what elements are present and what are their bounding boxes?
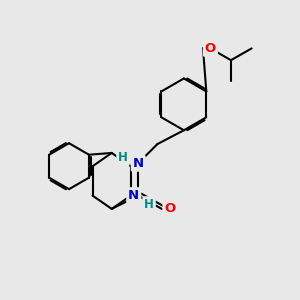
Text: H: H (118, 152, 128, 164)
Text: O: O (164, 202, 175, 215)
Text: O: O (205, 42, 216, 55)
Text: N: N (133, 157, 144, 170)
Text: H: H (144, 198, 154, 211)
Text: N: N (128, 189, 140, 202)
